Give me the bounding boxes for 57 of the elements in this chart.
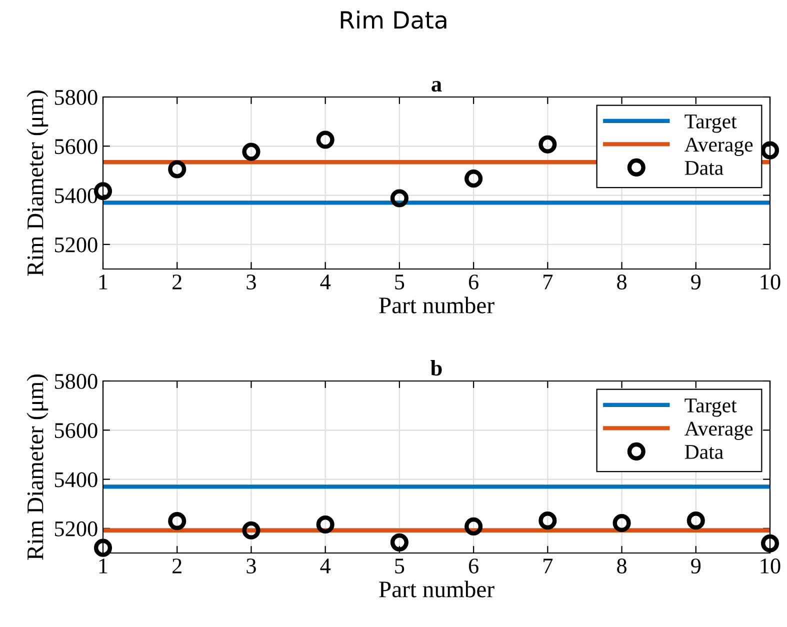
y-tick-label: 5600 <box>54 423 98 438</box>
x-tick-label: 1 <box>99 274 108 290</box>
x-tick-label: 9 <box>691 274 701 290</box>
legend-label: Data <box>684 445 724 459</box>
x-tick-label: 6 <box>468 274 478 290</box>
legend-label: Target <box>684 114 737 133</box>
point <box>242 521 260 540</box>
x-tick-label: 3 <box>246 558 256 574</box>
point <box>168 512 186 530</box>
y-tick-label: 5800 <box>54 90 98 105</box>
x-tick-label: 5 <box>395 274 404 290</box>
y-tick-label: 5200 <box>54 521 98 536</box>
legend-label: Data <box>684 161 724 175</box>
legend-label: Target <box>684 398 737 417</box>
x-tick-label: 4 <box>320 274 331 290</box>
x-tick-label: 9 <box>691 558 701 574</box>
y-axis-title: Rim Diameter (μm) <box>26 374 48 560</box>
x-tick-label: 5 <box>395 558 404 574</box>
chart-title: a <box>432 81 442 92</box>
point <box>390 533 408 552</box>
x-tick-label: 8 <box>617 558 626 574</box>
point <box>464 170 483 188</box>
x-axis-title: Part number <box>379 580 494 598</box>
x-tick-label: 4 <box>320 558 331 574</box>
point <box>760 141 780 160</box>
x-tick-label: 10 <box>760 274 780 290</box>
x-tick-label: 7 <box>544 274 553 290</box>
y-tick-label: 5600 <box>54 139 98 154</box>
x-tick-label: 7 <box>544 558 553 574</box>
y-tick-label: 5200 <box>54 237 98 252</box>
point <box>612 514 631 532</box>
point <box>538 135 557 154</box>
point <box>538 512 557 530</box>
x-tick-label: 6 <box>468 558 478 574</box>
y-tick-label: 5800 <box>54 374 98 389</box>
x-tick-label: 8 <box>617 274 626 290</box>
point <box>242 142 260 161</box>
point <box>390 189 408 208</box>
point <box>760 534 780 552</box>
x-tick-label: 3 <box>246 274 256 290</box>
x-axis-title: Part number <box>379 296 494 314</box>
y-axis-title: Rim Diameter (μm) <box>26 90 48 276</box>
x-tick-label: 2 <box>172 558 182 574</box>
point <box>168 160 186 178</box>
chart-title: b <box>430 360 442 376</box>
x-tick-label: 10 <box>760 558 780 574</box>
x-tick-label: 1 <box>99 558 108 574</box>
point <box>686 512 705 530</box>
legend-label: Average <box>684 138 753 156</box>
point <box>464 517 483 536</box>
x-tick-label: 2 <box>172 274 182 290</box>
y-tick-label: 5400 <box>54 472 98 488</box>
point <box>94 538 112 557</box>
text: Rim Data <box>340 10 446 29</box>
point <box>316 130 334 149</box>
legend-label: Average <box>684 422 753 440</box>
point <box>316 515 334 534</box>
